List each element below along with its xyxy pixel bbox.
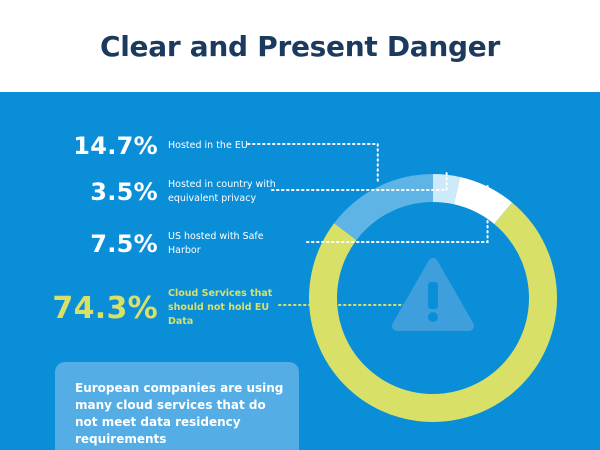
category-label: US hosted with Safe Harbor [168,231,264,256]
chart-panel: 14.7% Hosted in the EU 3.5% Hosted in co… [0,92,600,450]
donut-slice-hosted-eu [334,174,433,241]
callout-text: European companies are using many cloud … [75,381,284,446]
stat-hosted-eu: 14.7% Hosted in the EU [0,132,288,160]
page-title: Clear and Present Danger [100,29,500,63]
category-label: Hosted in the EU [168,140,248,151]
percent-label: 14.7% [73,132,158,160]
leader-line-safe-harbor [306,181,489,243]
stat-safe-harbor: 7.5% US hosted with Safe Harbor [0,230,288,258]
category-label: Hosted in country with equivalent privac… [168,179,276,204]
category-label: Cloud Services that should not hold EU D… [168,288,273,327]
stat-non-compliant: 74.3% Cloud Services that should not hol… [0,287,288,329]
percent-label: 3.5% [90,178,158,206]
leader-line-hosted-eu [247,143,379,184]
donut-chart [247,143,557,422]
leader-line-equivalent-privacy [271,169,448,191]
percent-label: 74.3% [52,290,158,326]
stat-equivalent-privacy: 3.5% Hosted in country with equivalent p… [0,178,288,206]
percent-label: 7.5% [90,230,158,258]
donut-slice-safe-harbor [453,176,513,225]
callout-box: European companies are using many cloud … [55,362,299,450]
warning-triangle-icon [392,258,474,331]
donut-slice-non-compliant [308,202,557,422]
